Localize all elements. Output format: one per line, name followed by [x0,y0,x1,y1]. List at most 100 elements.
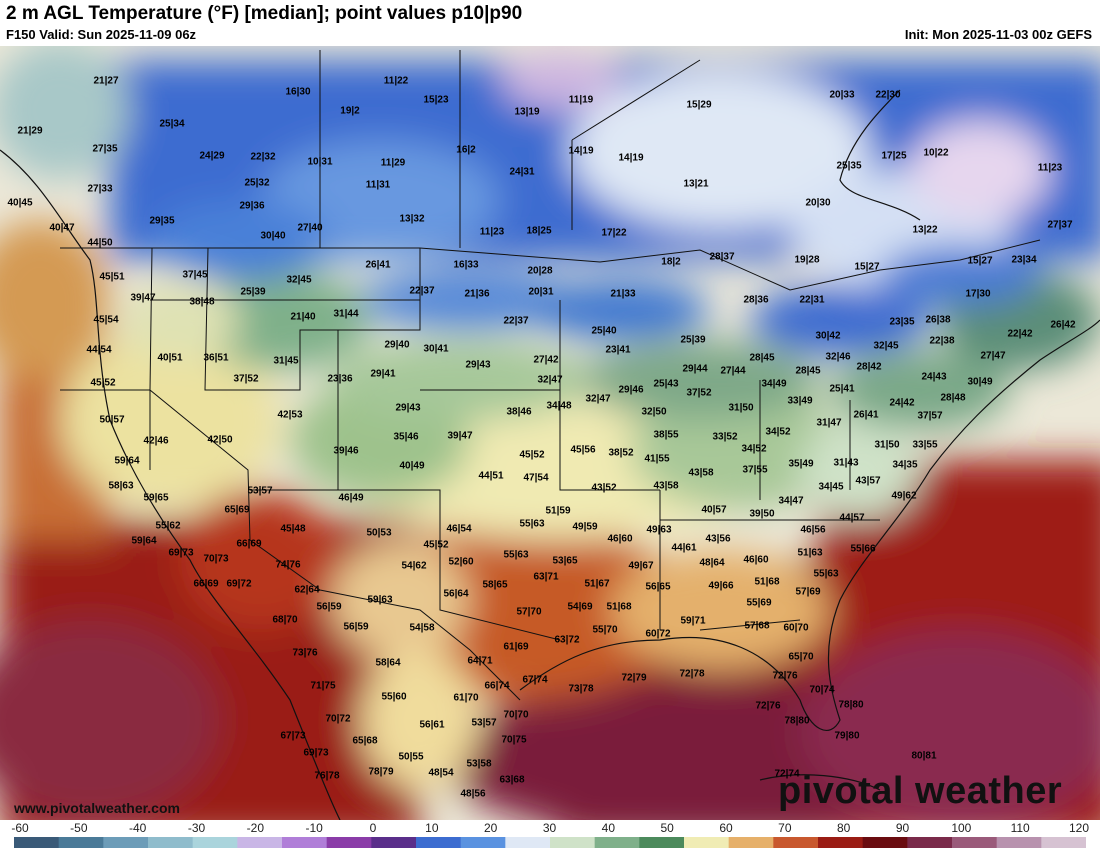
point-value: 27|42 [533,354,559,366]
colorbar-tick-label: -60 [11,821,29,835]
point-value: 43|56 [705,533,731,545]
point-value: 40|57 [701,504,727,516]
point-value: 53|57 [247,485,273,497]
point-value: 25|32 [244,177,270,189]
point-value: 44|54 [86,344,112,356]
point-value: 42|50 [207,434,233,446]
point-value: 51|68 [606,601,632,613]
point-value: 57|68 [744,620,770,632]
point-value: 37|57 [917,410,943,422]
point-value: 34|52 [741,443,767,455]
point-value: 17|30 [965,288,991,300]
colorbar-tick-label: 70 [778,821,792,835]
init-time: Init: Mon 2025-11-03 00z GEFS [904,27,1092,42]
point-value: 27|35 [92,143,118,155]
point-value: 23|35 [889,316,915,328]
point-value: 49|66 [708,580,734,592]
point-value: 78|79 [368,766,394,778]
point-value: 59|63 [367,594,393,606]
colorbar-segment [14,837,60,848]
point-value: 31|43 [833,457,859,469]
point-value: 28|42 [856,361,882,373]
point-value: 24|29 [199,150,225,162]
colorbar-tick-label: 50 [660,821,674,835]
point-value: 22|37 [409,285,435,297]
point-value: 28|37 [709,251,735,263]
point-value: 73|76 [292,647,318,659]
point-value: 73|78 [568,683,594,695]
point-value: 20|31 [528,286,554,298]
point-value: 32|45 [873,340,899,352]
point-value: 59|64 [114,455,140,467]
point-value: 46|49 [338,492,364,504]
colorbar-tick-label: 110 [1010,821,1030,835]
point-value: 34|49 [761,378,787,390]
point-value: 63|72 [554,634,580,646]
point-value: 16|33 [453,259,479,271]
point-value: 69|72 [226,578,252,590]
point-value: 48|54 [428,767,454,779]
colorbar-tick-label: 120 [1068,821,1090,835]
point-value: 53|58 [466,758,492,770]
point-value: 40|45 [7,197,33,209]
point-value: 66|69 [236,538,262,550]
colorbar-tick-label: -50 [70,821,88,835]
point-value: 46|56 [800,524,826,536]
point-value: 22|32 [250,151,276,163]
point-value: 55|69 [746,597,772,609]
point-value: 25|34 [159,118,185,130]
point-value: 57|70 [516,606,542,618]
point-value: 26|38 [925,314,951,326]
point-value: 10|31 [307,156,333,168]
point-value: 55|63 [503,549,529,561]
point-value: 46|54 [446,523,472,535]
temperature-map: 21|27 16|30 11|22 15|23 13|19 11|19 15|29 20|33… [0,46,1100,820]
point-value: 70|72 [325,713,351,725]
point-value: 27|44 [720,365,746,377]
point-value: 30|49 [967,376,993,388]
colorbar-tick-label: 10 [425,821,439,835]
point-value: 40|47 [49,222,75,234]
colorbar: -60 -50 -40 -30 -20 -10 0 10 20 30 40 50 60 70 80 90 100… [0,820,1100,850]
point-value: 33|55 [912,439,938,451]
colorbar-segment [639,837,685,848]
point-value: 30|41 [423,343,449,355]
point-value: 26|41 [853,409,879,421]
point-value: 42|46 [143,435,169,447]
point-value: 45|52 [423,539,449,551]
point-value: 58|64 [375,657,401,669]
point-value: 49|67 [628,560,654,572]
point-value: 71|75 [310,680,336,692]
point-value: 11|22 [383,75,409,87]
colorbar-segment [148,837,194,848]
valid-time: F150 Valid: Sun 2025-11-09 06z [6,27,197,42]
point-value: 51|59 [545,505,571,517]
point-value: 31|45 [273,355,299,367]
point-value: 79|80 [834,730,860,742]
point-value: 34|35 [892,459,918,471]
point-value: 66|74 [484,680,510,692]
point-value: 21|40 [290,311,316,323]
point-value: 26|41 [365,259,391,271]
point-value: 64|71 [467,655,493,667]
point-value: 26|42 [1050,319,1076,331]
colorbar-segment [1041,837,1086,848]
point-value: 11|23 [479,226,505,238]
point-value: 40|51 [157,352,183,364]
point-value: 46|60 [607,533,633,545]
point-value: 25|39 [240,286,266,298]
point-value: 56|61 [419,719,445,731]
point-value: 31|50 [728,402,754,414]
point-value: 39|47 [447,430,473,442]
colorbar-segment [416,837,462,848]
point-value: 17|25 [881,150,907,162]
point-value: 59|65 [143,492,169,504]
point-value: 45|54 [93,314,119,326]
brand-logo: pivotal weather [778,770,1063,812]
point-value: 30|40 [260,230,286,242]
point-value: 56|59 [316,601,342,613]
coastlines [0,89,1100,820]
point-value: 55|63 [519,518,545,530]
point-value: 72|79 [621,672,647,684]
point-value: 76|78 [314,770,340,782]
